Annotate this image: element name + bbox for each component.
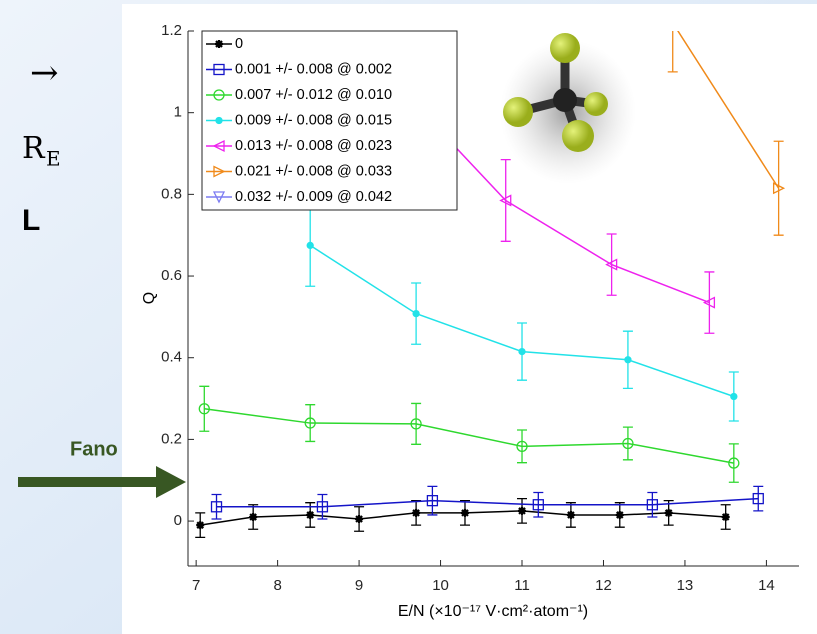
marker	[616, 511, 624, 519]
y-tick-label: 1.2	[161, 22, 182, 39]
marker	[413, 311, 419, 317]
y-tick-label: 0.8	[161, 185, 182, 202]
y-tick-label: 0	[174, 512, 182, 529]
marker	[567, 511, 575, 519]
x-tick-label: 8	[273, 577, 281, 594]
marker	[307, 242, 313, 248]
marker	[518, 507, 526, 515]
slide-subscript: E	[46, 147, 61, 171]
x-tick-label: 7	[192, 577, 200, 594]
legend-label: 0.007 +/- 0.012 @ 0.010	[235, 87, 392, 103]
x-tick-label: 12	[595, 577, 612, 594]
y-tick-label: 0.2	[161, 430, 182, 447]
y-tick-label: 1	[174, 104, 182, 121]
marker	[625, 357, 631, 363]
marker	[722, 513, 730, 521]
x-axis-label: E/N (×10⁻¹⁷ V·cm²·atom⁻¹)	[398, 603, 588, 620]
legend-label: 0	[235, 36, 243, 52]
slide-arrow-text: →	[30, 53, 59, 93]
marker	[665, 509, 673, 517]
x-tick-label: 14	[758, 577, 775, 594]
marker	[355, 515, 363, 523]
legend: 0 0.001 +/- 0.008 @ 0.002 0.007 +/- 0.012 …	[202, 31, 457, 210]
marker	[196, 521, 204, 529]
x-tick-label: 9	[355, 577, 363, 594]
legend-label: 0.021 +/- 0.008 @ 0.033	[235, 163, 392, 179]
x-tick-label: 11	[514, 577, 530, 594]
x-tick-label: 13	[677, 577, 694, 594]
slide-symbol: R	[22, 131, 46, 166]
slide-text: L	[22, 204, 40, 237]
slide: → R E L Fano Q E/N (×10⁻¹⁷ V·cm²·atom⁻¹)…	[0, 0, 817, 634]
marker	[519, 349, 525, 355]
legend-label: 0.013 +/- 0.008 @ 0.023	[235, 138, 392, 154]
y-tick-label: 0.6	[161, 267, 182, 284]
y-tick-label: 0.4	[161, 349, 182, 366]
legend-label: 0.001 +/- 0.008 @ 0.002	[235, 61, 392, 77]
marker	[215, 40, 223, 48]
marker	[216, 118, 222, 124]
marker	[306, 511, 314, 519]
y-axis-label: Q	[141, 292, 158, 304]
marker	[249, 513, 257, 521]
legend-label: 0.032 +/- 0.009 @ 0.042	[235, 189, 392, 205]
annotation: Fano	[70, 438, 118, 460]
marker	[461, 509, 469, 517]
marker	[412, 509, 420, 517]
marker	[731, 394, 737, 400]
x-tick-label: 10	[432, 577, 449, 594]
legend-label: 0.009 +/- 0.008 @ 0.015	[235, 112, 392, 128]
